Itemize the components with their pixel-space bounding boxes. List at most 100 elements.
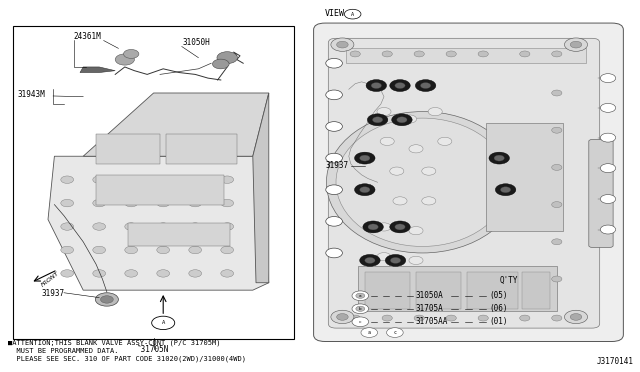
Circle shape [95,293,118,306]
Circle shape [495,184,516,196]
Circle shape [326,58,342,68]
Circle shape [446,315,456,321]
Text: 31705AA: 31705AA [416,317,449,326]
Circle shape [61,176,74,183]
Circle shape [352,304,369,314]
Text: 31937: 31937 [325,161,348,170]
Circle shape [390,221,410,233]
Bar [13,26,294,339]
Circle shape [377,253,391,261]
Circle shape [221,270,234,277]
Circle shape [61,246,74,254]
Circle shape [367,114,388,126]
Circle shape [520,315,530,321]
Circle shape [350,315,360,321]
Ellipse shape [326,112,518,253]
Circle shape [221,199,234,207]
Circle shape [360,254,380,266]
Circle shape [520,51,530,57]
Circle shape [326,185,342,195]
Text: 31937: 31937 [42,289,65,298]
Circle shape [61,270,74,277]
Circle shape [393,197,407,205]
Circle shape [189,270,202,277]
Circle shape [366,80,387,92]
Circle shape [337,314,348,320]
Circle shape [600,133,616,142]
Text: (05): (05) [490,291,508,300]
Circle shape [387,328,403,337]
Bar [522,272,550,309]
Circle shape [365,257,375,263]
Circle shape [397,117,407,123]
Bar [96,175,224,205]
Circle shape [385,254,406,266]
Circle shape [331,38,354,51]
Circle shape [125,246,138,254]
Circle shape [157,223,170,230]
Circle shape [152,316,175,330]
Bar [486,123,563,231]
Circle shape [93,270,106,277]
Circle shape [344,9,361,19]
Text: 24361M: 24361M [74,32,101,41]
Circle shape [157,270,170,277]
Circle shape [189,223,202,230]
Circle shape [403,115,417,123]
Text: c: c [394,330,396,335]
Circle shape [600,195,616,203]
Circle shape [355,152,375,164]
Circle shape [352,291,369,301]
FancyBboxPatch shape [314,23,623,341]
Circle shape [390,257,401,263]
Circle shape [380,137,394,145]
Circle shape [414,51,424,57]
Text: 31050A: 31050A [416,291,444,300]
Circle shape [478,51,488,57]
Circle shape [422,167,436,175]
Circle shape [326,248,342,258]
Circle shape [552,202,562,208]
Text: 31050H: 31050H [182,38,210,47]
Circle shape [438,137,452,145]
Circle shape [395,224,405,230]
Circle shape [422,197,436,205]
Text: b: b [359,307,362,311]
Circle shape [600,74,616,83]
Circle shape [382,51,392,57]
Circle shape [390,80,410,92]
Circle shape [360,155,370,161]
Text: A: A [351,12,354,17]
Circle shape [326,217,342,226]
Circle shape [189,246,202,254]
Circle shape [395,83,405,89]
Circle shape [552,164,562,170]
Circle shape [217,52,237,64]
Circle shape [478,315,488,321]
Polygon shape [83,93,269,156]
Circle shape [371,83,381,89]
Circle shape [564,38,588,51]
Circle shape [446,51,456,57]
Bar [96,134,160,164]
Circle shape [600,103,616,112]
Circle shape [189,199,202,207]
Text: 31943M: 31943M [18,90,45,99]
Circle shape [100,296,113,303]
Circle shape [382,315,392,321]
Text: VIEW: VIEW [325,9,345,17]
Circle shape [326,122,342,131]
Circle shape [157,176,170,183]
Circle shape [489,152,509,164]
Bar [320,26,614,339]
Text: a: a [368,330,371,335]
Circle shape [337,41,348,48]
Bar [467,272,518,309]
Circle shape [326,153,342,163]
Circle shape [368,224,378,230]
Circle shape [415,80,436,92]
Circle shape [409,256,423,264]
Text: ‶31705N: ‶31705N [138,344,170,353]
Circle shape [157,199,170,207]
Bar [358,266,557,311]
